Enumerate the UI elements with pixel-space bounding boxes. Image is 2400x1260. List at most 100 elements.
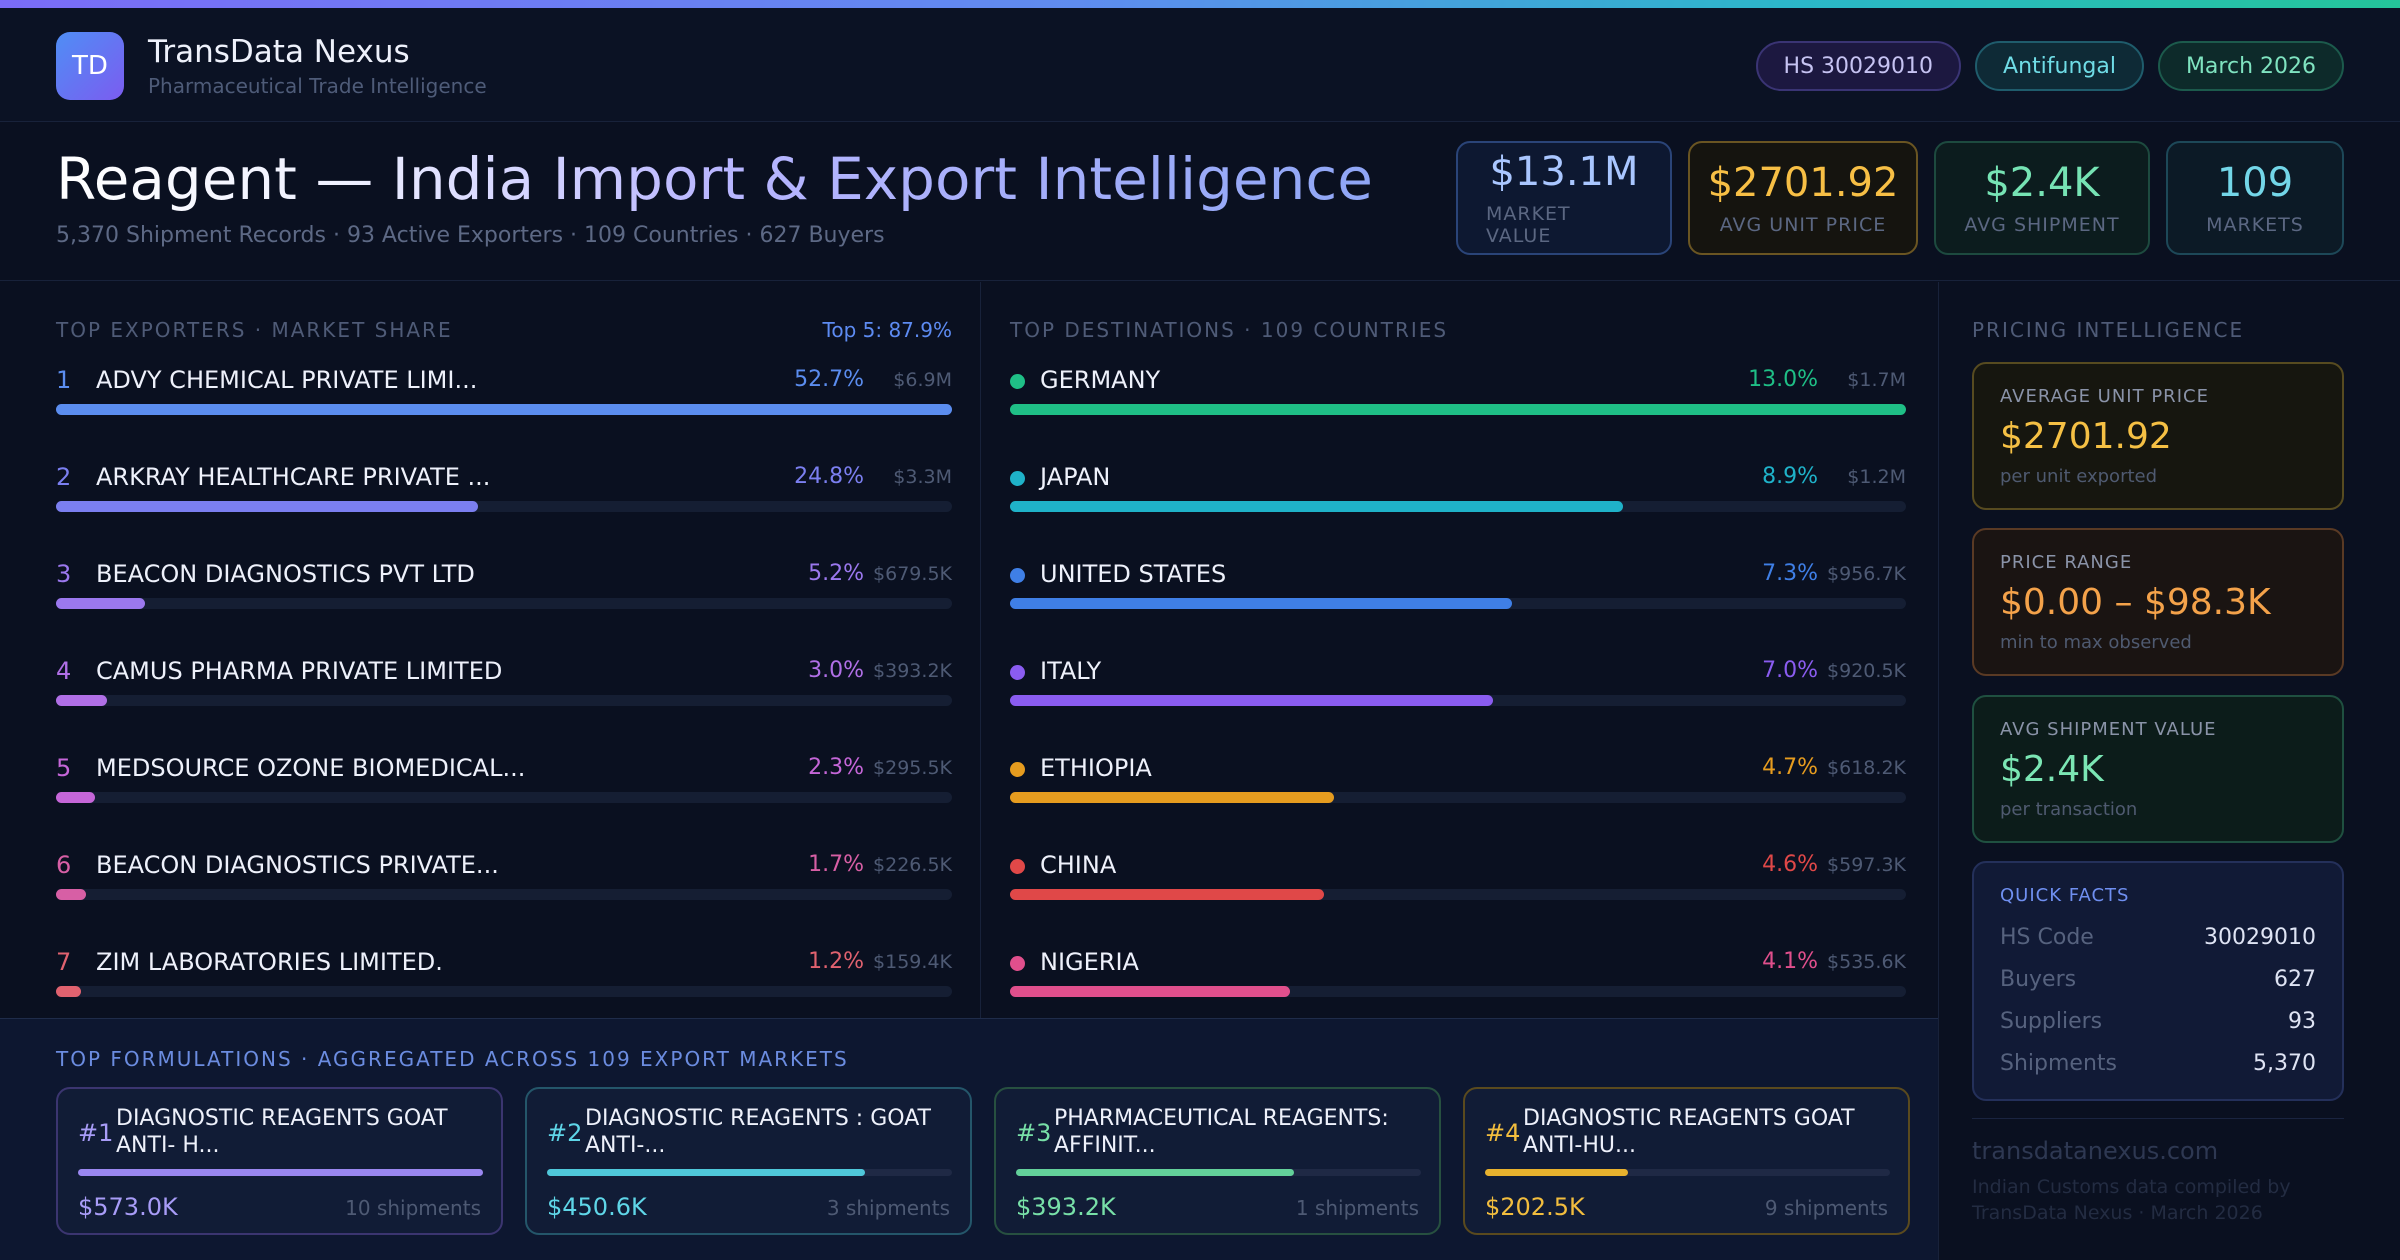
share-bar-fill [1010, 986, 1290, 997]
share-bar-fill [56, 889, 86, 900]
share-bar-fill [56, 404, 952, 415]
destination-share-pct: 4.6% [1762, 852, 1818, 877]
fact-key: HS Code [2000, 925, 2094, 950]
column-divider [980, 282, 981, 1018]
formulation-shipments: 3 shipments [827, 1196, 950, 1220]
destination-value: $1.2M [1847, 466, 1906, 488]
exporter-row[interactable]: 2 ARKRAY HEALTHCARE PRIVATE ... 24.8% $3.3M [56, 459, 952, 556]
date-pill[interactable]: March 2026 [2158, 41, 2344, 91]
formulation-value: $393.2K [1016, 1193, 1116, 1221]
formulation-shipments: 1 shipments [1296, 1196, 1419, 1220]
share-bar-track [1010, 889, 1906, 900]
share-bar-fill [1010, 404, 1906, 415]
exporter-share-pct: 52.7% [794, 367, 864, 392]
share-bar-fill [1010, 695, 1493, 706]
exporter-row[interactable]: 3 BEACON DIAGNOSTICS PVT LTD 5.2% $679.5K [56, 556, 952, 653]
destination-row[interactable]: UNITED STATES 7.3% $956.7K [1010, 556, 1906, 653]
destination-row[interactable]: CHINA 4.6% $597.3K [1010, 847, 1906, 944]
exporter-row[interactable]: 6 BEACON DIAGNOSTICS PRIVATE... 1.7% $226.5… [56, 847, 952, 944]
kpi-strip: $13.1M MARKET VALUE $2701.92 AVG UNIT PR… [1456, 141, 2344, 255]
formulation-cards: #1 DIAGNOSTIC REAGENTS GOAT ANTI- H... $… [56, 1087, 1910, 1235]
exporter-share-pct: 2.3% [808, 755, 864, 780]
exporter-name: CAMUS PHARMA PRIVATE LIMITED [96, 657, 502, 685]
card-subtext: min to max observed [2000, 632, 2192, 653]
fact-value: 30029010 [2204, 925, 2316, 950]
formulations-panel: TOP FORMULATIONS · AGGREGATED ACROSS 109… [0, 1018, 1938, 1260]
accent-bar [0, 0, 2400, 8]
exporter-rank: 7 [56, 948, 71, 976]
formulation-card[interactable]: #3 PHARMACEUTICAL REAGENTS: AFFINIT... $… [994, 1087, 1441, 1235]
kpi-avg-shipment: $2.4K AVG SHIPMENT [1934, 141, 2150, 255]
exporter-row[interactable]: 4 CAMUS PHARMA PRIVATE LIMITED 3.0% $393.2K [56, 653, 952, 750]
destination-row[interactable]: GERMANY 13.0% $1.7M [1010, 362, 1906, 459]
fact-value: 627 [2274, 967, 2316, 992]
destination-value: $618.2K [1827, 757, 1906, 779]
destination-row[interactable]: ETHIOPIA 4.7% $618.2K [1010, 750, 1906, 847]
share-bar-fill [1010, 889, 1324, 900]
app-header: TD TransData Nexus Pharmaceutical Trade … [0, 8, 2400, 122]
destination-name: UNITED STATES [1040, 560, 1226, 588]
site-link[interactable]: transdatanexus.com [1972, 1137, 2218, 1165]
formulations-heading: TOP FORMULATIONS · AGGREGATED ACROSS 109… [56, 1047, 849, 1071]
formulation-rank: #4 [1485, 1119, 1520, 1147]
quick-fact-row: Suppliers 93 [2000, 1009, 2316, 1039]
hs-code-pill[interactable]: HS 30029010 [1756, 41, 1961, 91]
formulation-card[interactable]: #4 DIAGNOSTIC REAGENTS GOAT ANTI-HU... $… [1463, 1087, 1910, 1235]
formulation-bar-fill [78, 1169, 483, 1176]
exporter-row[interactable]: 5 MEDSOURCE OZONE BIOMEDICAL... 2.3% $295.5… [56, 750, 952, 847]
formulation-bar-track [547, 1169, 952, 1176]
page-subtitle: 5,370 Shipment Records · 93 Active Expor… [56, 223, 885, 248]
destination-row[interactable]: ITALY 7.0% $920.5K [1010, 653, 1906, 750]
category-pill[interactable]: Antifungal [1975, 41, 2144, 91]
quick-facts-card: QUICK FACTS HS Code 30029010 Buyers 627 … [1972, 861, 2344, 1101]
formulation-title: DIAGNOSTIC REAGENTS : GOAT ANTI-... [585, 1105, 955, 1159]
fact-value: 5,370 [2253, 1051, 2316, 1076]
share-bar-track [56, 598, 952, 609]
filter-pills: HS 30029010 Antifungal March 2026 [1756, 41, 2344, 91]
destination-name: ETHIOPIA [1040, 754, 1152, 782]
brand-name[interactable]: TransData Nexus [148, 34, 410, 70]
quick-fact-row: Shipments 5,370 [2000, 1051, 2316, 1081]
title-band: Reagent — India Import & Export Intellig… [0, 123, 2400, 281]
kpi-market-value: $13.1M MARKET VALUE [1456, 141, 1672, 255]
share-bar-track [56, 792, 952, 803]
exporter-name: BEACON DIAGNOSTICS PVT LTD [96, 560, 475, 588]
top5-share: Top 5: 87.9% [823, 318, 952, 342]
kpi-markets: 109 MARKETS [2166, 141, 2344, 255]
destination-share-pct: 4.1% [1762, 949, 1818, 974]
country-dot-icon [1010, 568, 1025, 583]
exporter-list: 1 ADVY CHEMICAL PRIVATE LIMI... 52.7% $6.9M… [56, 362, 952, 1041]
fact-key: Buyers [2000, 967, 2076, 992]
exporter-rank: 4 [56, 657, 71, 685]
formulation-bar-track [1485, 1169, 1890, 1176]
exporter-rank: 5 [56, 754, 71, 782]
share-bar-track [1010, 598, 1906, 609]
exporter-row[interactable]: 1 ADVY CHEMICAL PRIVATE LIMI... 52.7% $6.9M [56, 362, 952, 459]
exporters-heading: TOP EXPORTERS · MARKET SHARE [56, 318, 453, 342]
exporter-name: ADVY CHEMICAL PRIVATE LIMI... [96, 366, 477, 394]
exporter-name: ZIM LABORATORIES LIMITED. [96, 948, 443, 976]
destination-name: GERMANY [1040, 366, 1160, 394]
exporter-share-pct: 1.2% [808, 949, 864, 974]
pricing-heading: PRICING INTELLIGENCE [1972, 318, 2244, 342]
exporter-value: $393.2K [873, 660, 952, 682]
formulation-card[interactable]: #2 DIAGNOSTIC REAGENTS : GOAT ANTI-... $… [525, 1087, 972, 1235]
exporter-value: $159.4K [873, 951, 952, 973]
destination-row[interactable]: JAPAN 8.9% $1.2M [1010, 459, 1906, 556]
brand-logo[interactable]: TD [56, 32, 124, 100]
formulation-bar-track [78, 1169, 483, 1176]
destinations-heading: TOP DESTINATIONS · 109 COUNTRIES [1010, 318, 1448, 342]
formulation-rank: #2 [547, 1119, 582, 1147]
quick-fact-row: HS Code 30029010 [2000, 925, 2316, 955]
destination-share-pct: 4.7% [1762, 755, 1818, 780]
exporter-value: $295.5K [873, 757, 952, 779]
formulation-rank: #1 [78, 1119, 113, 1147]
destination-value: $956.7K [1827, 563, 1906, 585]
kpi-label: AVG SHIPMENT [1964, 214, 2119, 236]
kpi-value: $2701.92 [1708, 160, 1899, 206]
formulation-bar-fill [1485, 1169, 1628, 1176]
card-subtext: per unit exported [2000, 466, 2157, 487]
kpi-label: MARKET VALUE [1486, 203, 1642, 247]
avg-unit-price-card: AVERAGE UNIT PRICE $2701.92 per unit exp… [1972, 362, 2344, 510]
formulation-card[interactable]: #1 DIAGNOSTIC REAGENTS GOAT ANTI- H... $… [56, 1087, 503, 1235]
